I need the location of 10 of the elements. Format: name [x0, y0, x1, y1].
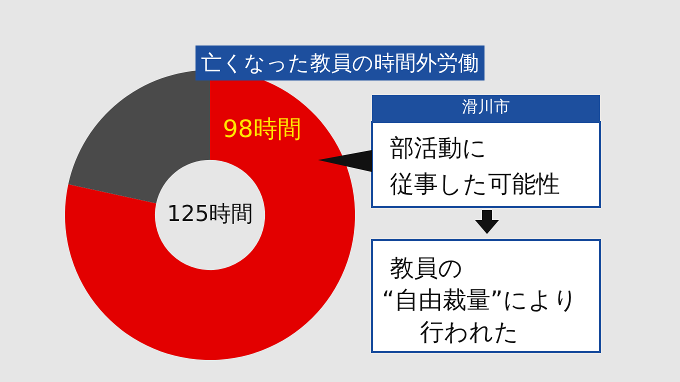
- text: 教員の: [390, 254, 463, 282]
- data-label: 98時間: [222, 115, 302, 143]
- chart-title: 亡くなった教員の時間外労働: [201, 51, 479, 75]
- text: 125時間: [167, 202, 253, 227]
- text: 従事した可能性: [390, 170, 560, 198]
- donut-slice: [68, 70, 210, 204]
- text: 滑川市: [462, 97, 510, 116]
- text: 行われた: [420, 318, 519, 346]
- text: 部活動に: [390, 134, 487, 162]
- text: “自由裁量”により: [382, 286, 578, 314]
